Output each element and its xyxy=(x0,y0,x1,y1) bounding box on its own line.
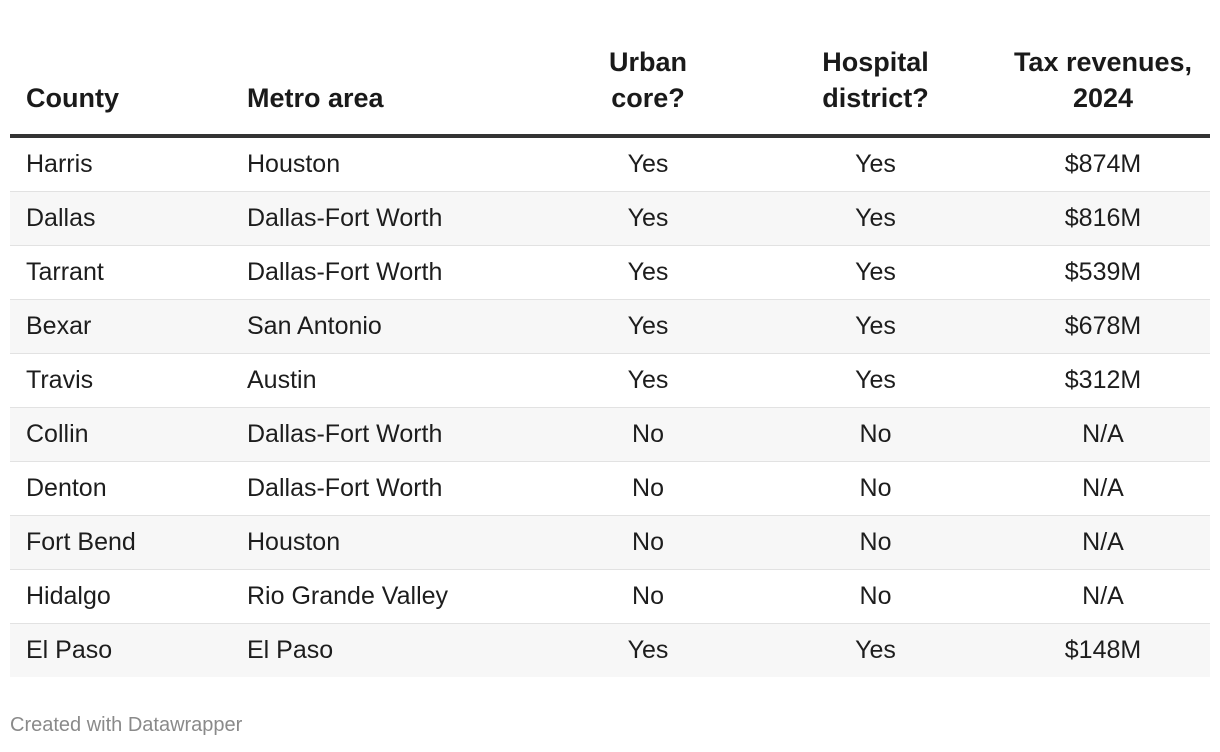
cell-hospital-district: Yes xyxy=(755,353,996,408)
cell-urban-core: Yes xyxy=(541,623,755,677)
cell-metro-area: Austin xyxy=(231,353,541,408)
cell-metro-area: Dallas-Fort Worth xyxy=(231,245,541,300)
cell-tax-revenues: $874M xyxy=(996,136,1210,192)
cell-urban-core: Yes xyxy=(541,136,755,192)
cell-urban-core: No xyxy=(541,569,755,624)
table-row: Collin Dallas-Fort Worth No No N/A xyxy=(10,407,1210,462)
cell-hospital-district: No xyxy=(755,407,996,462)
cell-hospital-district: Yes xyxy=(755,191,996,246)
column-header-tax-revenues[interactable]: Tax revenues, 2024 xyxy=(996,44,1210,138)
column-header-hospital-district[interactable]: Hospital district? xyxy=(755,44,996,138)
cell-urban-core: Yes xyxy=(541,353,755,408)
table-row: Dallas Dallas-Fort Worth Yes Yes $816M xyxy=(10,191,1210,246)
cell-county: Bexar xyxy=(10,299,231,354)
cell-metro-area: Dallas-Fort Worth xyxy=(231,191,541,246)
cell-metro-area: San Antonio xyxy=(231,299,541,354)
table-body: Harris Houston Yes Yes $874M Dallas Dallas-For… xyxy=(10,136,1210,677)
cell-hospital-district: No xyxy=(755,461,996,516)
table-row: Hidalgo Rio Grande Valley No No N/A xyxy=(10,569,1210,624)
cell-tax-revenues: N/A xyxy=(996,569,1210,624)
cell-urban-core: No xyxy=(541,461,755,516)
table-row: Harris Houston Yes Yes $874M xyxy=(10,136,1210,192)
cell-county: Travis xyxy=(10,353,231,408)
table-row: Bexar San Antonio Yes Yes $678M xyxy=(10,299,1210,354)
column-header-urban-core[interactable]: Urban core? xyxy=(541,44,755,138)
cell-metro-area: Dallas-Fort Worth xyxy=(231,461,541,516)
cell-metro-area: Rio Grande Valley xyxy=(231,569,541,624)
footer-credit: Created with Datawrapper xyxy=(10,714,243,736)
cell-urban-core: No xyxy=(541,407,755,462)
table-row: Tarrant Dallas-Fort Worth Yes Yes $539M xyxy=(10,245,1210,300)
county-table: County Metro area Urban core? Hospital dis… xyxy=(10,44,1210,677)
column-header-metro-area[interactable]: Metro area xyxy=(231,44,541,138)
cell-urban-core: Yes xyxy=(541,191,755,246)
cell-tax-revenues: $539M xyxy=(996,245,1210,300)
cell-county: El Paso xyxy=(10,623,231,677)
cell-urban-core: Yes xyxy=(541,299,755,354)
cell-county: Tarrant xyxy=(10,245,231,300)
cell-hospital-district: No xyxy=(755,569,996,624)
cell-county: Fort Bend xyxy=(10,515,231,570)
column-header-county[interactable]: County xyxy=(10,44,231,138)
cell-hospital-district: Yes xyxy=(755,245,996,300)
data-table-container: County Metro area Urban core? Hospital dis… xyxy=(10,44,1210,677)
cell-county: Denton xyxy=(10,461,231,516)
header-row: County Metro area Urban core? Hospital dis… xyxy=(10,44,1210,138)
cell-county: Harris xyxy=(10,136,231,192)
cell-hospital-district: Yes xyxy=(755,299,996,354)
cell-urban-core: No xyxy=(541,515,755,570)
cell-metro-area: Houston xyxy=(231,136,541,192)
cell-tax-revenues: $678M xyxy=(996,299,1210,354)
cell-tax-revenues: $816M xyxy=(996,191,1210,246)
cell-county: Dallas xyxy=(10,191,231,246)
cell-tax-revenues: N/A xyxy=(996,515,1210,570)
cell-hospital-district: No xyxy=(755,515,996,570)
table-row: Travis Austin Yes Yes $312M xyxy=(10,353,1210,408)
cell-hospital-district: Yes xyxy=(755,136,996,192)
cell-tax-revenues: N/A xyxy=(996,461,1210,516)
cell-metro-area: El Paso xyxy=(231,623,541,677)
table-row: Denton Dallas-Fort Worth No No N/A xyxy=(10,461,1210,516)
cell-metro-area: Houston xyxy=(231,515,541,570)
table-row: El Paso El Paso Yes Yes $148M xyxy=(10,623,1210,677)
cell-urban-core: Yes xyxy=(541,245,755,300)
cell-county: Hidalgo xyxy=(10,569,231,624)
cell-tax-revenues: $312M xyxy=(996,353,1210,408)
table-row: Fort Bend Houston No No N/A xyxy=(10,515,1210,570)
cell-hospital-district: Yes xyxy=(755,623,996,677)
cell-metro-area: Dallas-Fort Worth xyxy=(231,407,541,462)
cell-tax-revenues: N/A xyxy=(996,407,1210,462)
cell-county: Collin xyxy=(10,407,231,462)
cell-tax-revenues: $148M xyxy=(996,623,1210,677)
